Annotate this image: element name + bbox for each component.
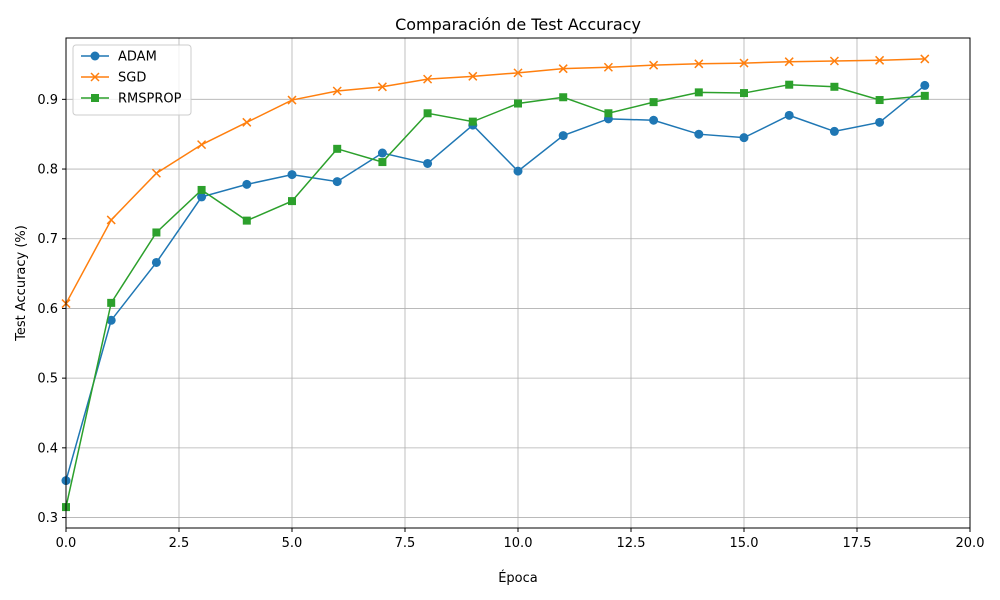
- legend-marker-sgd: [90, 72, 100, 82]
- x-tick-label: 5.0: [282, 536, 303, 551]
- series-sgd: [61, 54, 930, 309]
- data-point-rmsprop: [378, 158, 387, 167]
- x-tick-label: 12.5: [617, 536, 646, 551]
- series-adam: [61, 80, 930, 486]
- data-point-adam: [197, 192, 207, 202]
- data-point-adam: [242, 179, 252, 189]
- data-point-rmsprop: [649, 98, 658, 107]
- data-point-sgd: [603, 62, 613, 72]
- data-point-adam: [151, 257, 161, 267]
- x-tick-label: 17.5: [843, 536, 872, 551]
- data-point-adam: [649, 115, 659, 125]
- data-point-rmsprop: [152, 228, 161, 237]
- data-point-adam: [739, 133, 749, 143]
- data-point-rmsprop: [830, 82, 839, 91]
- data-point-rmsprop: [468, 117, 477, 126]
- legend-marker-adam: [90, 51, 100, 61]
- data-point-rmsprop: [920, 91, 929, 100]
- y-tick-label: 0.3: [37, 511, 58, 526]
- data-point-sgd: [829, 56, 839, 66]
- data-point-rmsprop: [423, 109, 432, 118]
- data-point-rmsprop: [559, 93, 568, 102]
- data-point-adam: [875, 117, 885, 127]
- data-point-rmsprop: [785, 80, 794, 89]
- data-point-sgd: [558, 64, 568, 74]
- data-point-rmsprop: [604, 109, 613, 118]
- data-point-sgd: [151, 168, 161, 178]
- legend-label-adam: ADAM: [118, 50, 157, 65]
- data-point-adam: [423, 158, 433, 168]
- data-point-sgd: [513, 68, 523, 78]
- data-point-rmsprop: [740, 89, 748, 98]
- data-point-rmsprop: [514, 99, 522, 108]
- x-tick-label: 20.0: [956, 536, 985, 551]
- data-point-adam: [332, 177, 342, 187]
- data-point-sgd: [784, 57, 794, 67]
- y-tick-label: 0.9: [37, 93, 58, 108]
- data-point-sgd: [197, 140, 207, 150]
- data-point-adam: [829, 126, 839, 136]
- axis-ticks: 0.0 2.5 5.0 7.5 10.0 12.5 15.0 17.5 20.0 0.3 0.4 0.…: [37, 93, 984, 551]
- data-point-sgd: [287, 95, 297, 105]
- chart-title: Comparación de Test Accuracy: [395, 15, 641, 34]
- data-point-sgd: [649, 60, 659, 70]
- data-point-rmsprop: [694, 88, 703, 97]
- data-point-adam: [920, 80, 930, 90]
- data-point-sgd: [242, 117, 252, 127]
- x-tick-label: 0.0: [56, 536, 77, 551]
- y-tick-label: 0.4: [37, 441, 58, 456]
- x-tick-label: 7.5: [395, 536, 416, 551]
- data-point-rmsprop: [288, 197, 296, 206]
- data-point-sgd: [377, 82, 387, 92]
- data-point-sgd: [875, 55, 885, 65]
- data-point-adam: [513, 166, 523, 176]
- y-tick-label: 0.8: [37, 163, 58, 178]
- data-point-adam: [106, 315, 116, 325]
- data-point-rmsprop: [107, 298, 116, 307]
- data-point-sgd: [423, 74, 433, 84]
- x-tick-label: 10.0: [504, 536, 533, 551]
- legend-label-sgd: SGD: [118, 71, 146, 86]
- y-axis-label: Test Accuracy (%): [14, 225, 29, 342]
- data-point-sgd: [694, 59, 704, 69]
- series-line-rmsprop: [65, 83, 925, 508]
- data-point-sgd: [332, 86, 342, 96]
- data-point-sgd: [106, 215, 116, 225]
- data-point-rmsprop: [333, 144, 342, 153]
- data-point-sgd: [739, 58, 749, 68]
- data-point-adam: [287, 170, 297, 180]
- x-axis-label: Época: [498, 570, 538, 586]
- data-point-adam: [377, 148, 387, 158]
- data-point-rmsprop: [875, 96, 884, 105]
- y-tick-label: 0.5: [37, 372, 58, 387]
- data-point-sgd: [468, 71, 478, 81]
- series-line-sgd: [65, 58, 925, 304]
- x-tick-label: 15.0: [730, 536, 759, 551]
- series-group: [61, 54, 930, 512]
- data-point-adam: [694, 129, 704, 139]
- data-point-adam: [558, 131, 568, 141]
- data-point-rmsprop: [197, 185, 206, 194]
- legend-label-rmsprop: RMSPROP: [118, 92, 182, 107]
- data-point-rmsprop: [242, 216, 251, 225]
- legend-marker-rmsprop: [91, 94, 99, 102]
- x-tick-label: 2.5: [169, 536, 190, 551]
- data-point-adam: [784, 110, 794, 120]
- data-point-sgd: [920, 54, 930, 64]
- y-tick-label: 0.7: [37, 232, 58, 247]
- y-tick-label: 0.6: [37, 302, 58, 317]
- legend: ADAM SGD RMSPROP: [72, 44, 192, 116]
